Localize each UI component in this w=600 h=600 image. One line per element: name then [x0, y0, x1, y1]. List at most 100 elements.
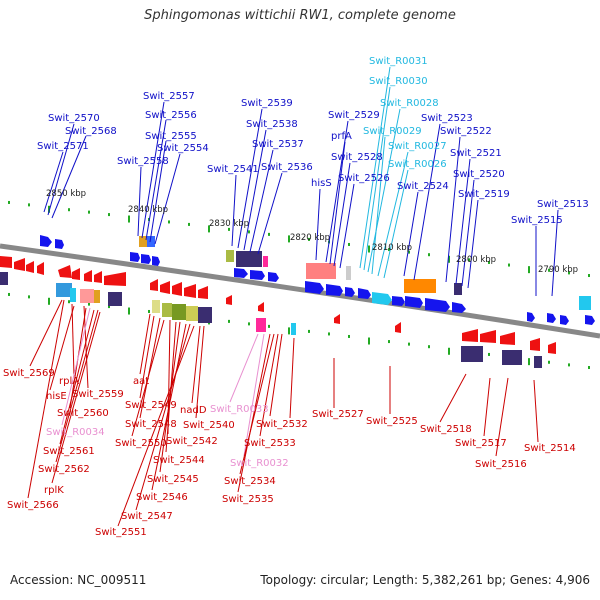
- leader-line: [139, 317, 161, 419]
- gene-label-swit-2527[interactable]: Swit_2527: [312, 409, 364, 420]
- gene-arrow: [58, 265, 72, 278]
- leader-line: [495, 377, 509, 457]
- gene-label-swit-r0026[interactable]: Swit_R0026: [388, 159, 447, 170]
- tick-mark: [548, 360, 550, 364]
- gene-arrow: [234, 268, 248, 278]
- leader-line: [151, 323, 187, 491]
- gene-label-swit-2535[interactable]: Swit_2535: [222, 494, 274, 505]
- gene-label-swit-2522[interactable]: Swit_2522: [440, 126, 492, 137]
- gene-label-swit-r0032[interactable]: Swit_R0032: [230, 458, 289, 469]
- gene-label-swit-2546[interactable]: Swit_2546: [136, 492, 188, 503]
- gene-label-swit-2533[interactable]: Swit_2533: [244, 438, 296, 449]
- gene-label-swit-2554[interactable]: Swit_2554: [157, 143, 209, 154]
- scale-labels: 2850 kbp 2840 kbp 2830 kbp 2820 kbp 2810…: [46, 189, 578, 275]
- gene-label-swit-2518[interactable]: Swit_2518: [420, 424, 472, 435]
- gene-label-swit-2542[interactable]: Swit_2542: [166, 436, 218, 447]
- gene-label-swit-2568[interactable]: Swit_2568: [65, 126, 117, 137]
- leader-line: [117, 325, 195, 527]
- gene-label-hise[interactable]: hisE: [46, 391, 67, 402]
- gene-label-swit-2513[interactable]: Swit_2513: [537, 199, 589, 210]
- leader-line: [231, 174, 237, 247]
- leader-line: [289, 337, 295, 419]
- gene-label-swit-r0031[interactable]: Swit_R0031: [369, 56, 428, 67]
- gene-label-swit-2528[interactable]: Swit_2528: [331, 152, 383, 163]
- gene-label-swit-2540[interactable]: Swit_2540: [183, 420, 235, 431]
- gene-box: [198, 307, 212, 323]
- gene-label-aat[interactable]: aat: [133, 376, 149, 387]
- gene-label-swit-2549[interactable]: Swit_2549: [125, 400, 177, 411]
- gene-label-swit-2532[interactable]: Swit_2532: [256, 419, 308, 430]
- leader-line: [377, 151, 409, 277]
- gene-label-swit-2570[interactable]: Swit_2570: [48, 113, 100, 124]
- gene-label-nadd[interactable]: nadD: [180, 405, 207, 416]
- tick-mark: [68, 300, 70, 304]
- gene-label-swit-2539[interactable]: Swit_2539: [241, 98, 293, 109]
- gene-label-swit-2548[interactable]: Swit_2548: [125, 419, 177, 430]
- gene-label-swit-2566[interactable]: Swit_2566: [7, 500, 59, 511]
- gene-label-swit-2514[interactable]: Swit_2514: [524, 443, 576, 454]
- gene-label-swit-2555[interactable]: Swit_2555: [145, 131, 197, 142]
- gene-label-swit-2571[interactable]: Swit_2571: [37, 141, 89, 152]
- gene-label-swit-2537[interactable]: Swit_2537: [252, 139, 304, 150]
- gene-arrow: [305, 281, 324, 294]
- gene-label-swit-2523[interactable]: Swit_2523: [421, 113, 473, 124]
- gene-label-rpla[interactable]: rplA: [59, 376, 79, 387]
- tick-mark: [528, 266, 530, 274]
- gene-label-swit-2521[interactable]: Swit_2521: [450, 148, 502, 159]
- gene-label-swit-2545[interactable]: Swit_2545: [147, 474, 199, 485]
- leader-line: [131, 319, 165, 437]
- gene-arrow: [40, 235, 52, 247]
- gene-label-swit-r0029[interactable]: Swit_R0029: [363, 126, 422, 137]
- gene-label-swit-r0027[interactable]: Swit_R0027: [388, 141, 447, 152]
- scale-label: 2830 kbp: [209, 219, 249, 229]
- reverse-genes: [0, 256, 556, 368]
- gene-label-swit-2561[interactable]: Swit_2561: [43, 446, 95, 457]
- gene-box: [108, 292, 122, 306]
- leader-line: [145, 119, 167, 241]
- gene-arrow: [152, 256, 160, 266]
- gene-label-swit-2526[interactable]: Swit_2526: [338, 173, 390, 184]
- gene-label-swit-r0033[interactable]: Swit_R0033: [210, 404, 269, 415]
- gene-label-swit-2562[interactable]: Swit_2562: [38, 464, 90, 475]
- gene-label-swit-2556[interactable]: Swit_2556: [145, 110, 197, 121]
- tick-mark: [128, 215, 130, 223]
- leader-line: [371, 136, 386, 275]
- gene-label-swit-2557[interactable]: Swit_2557: [143, 91, 195, 102]
- gene-label-swit-2569[interactable]: Swit_2569: [3, 368, 55, 379]
- gene-label-swit-2529[interactable]: Swit_2529: [328, 110, 380, 121]
- gene-label-swit-2520[interactable]: Swit_2520: [453, 169, 505, 180]
- gene-label-hiss[interactable]: hisS: [311, 178, 332, 189]
- genome-backbone: [0, 243, 600, 339]
- gene-label-swit-2538[interactable]: Swit_2538: [246, 119, 298, 130]
- gene-label-swit-r0028[interactable]: Swit_R0028: [380, 98, 439, 109]
- gene-label-swit-2516[interactable]: Swit_2516: [475, 459, 527, 470]
- gene-arrow: [334, 314, 340, 324]
- gene-label-swit-2525[interactable]: Swit_2525: [366, 416, 418, 427]
- gene-label-swit-2517[interactable]: Swit_2517: [455, 438, 507, 449]
- gene-box: [70, 288, 76, 302]
- tick-mark: [408, 250, 410, 254]
- gene-label-swit-2544[interactable]: Swit_2544: [153, 455, 205, 466]
- gene-box: [172, 304, 186, 320]
- leader-line: [149, 140, 167, 243]
- gene-label-swit-2515[interactable]: Swit_2515: [511, 215, 563, 226]
- gene-label-swit-r0030[interactable]: Swit_R0030: [369, 76, 428, 87]
- tick-mark: [228, 319, 230, 323]
- gene-label-swit-2550[interactable]: Swit_2550: [115, 438, 167, 449]
- accession-text: Accession: NC_009511: [10, 573, 147, 587]
- gene-label-swit-2558[interactable]: Swit_2558: [117, 156, 169, 167]
- gene-label-swit-2536[interactable]: Swit_2536: [261, 162, 313, 173]
- gene-label-swit-2551[interactable]: Swit_2551: [95, 527, 147, 538]
- gene-label-swit-2524[interactable]: Swit_2524: [397, 181, 449, 192]
- gene-label-swit-2547[interactable]: Swit_2547: [121, 511, 173, 522]
- gene-label-swit-2534[interactable]: Swit_2534: [224, 476, 276, 487]
- gene-label-swit-2541[interactable]: Swit_2541: [207, 164, 259, 175]
- gene-box: [152, 300, 160, 313]
- gene-label-swit-r0034[interactable]: Swit_R0034: [46, 427, 105, 438]
- gene-label-prfa[interactable]: prfA: [331, 131, 352, 142]
- gene-label-swit-2559[interactable]: Swit_2559: [72, 389, 124, 400]
- gene-label-rplk[interactable]: rplK: [44, 485, 64, 496]
- gene-label-swit-2519[interactable]: Swit_2519: [458, 189, 510, 200]
- gene-label-swit-2560[interactable]: Swit_2560: [57, 408, 109, 419]
- gene-arrow: [226, 295, 232, 305]
